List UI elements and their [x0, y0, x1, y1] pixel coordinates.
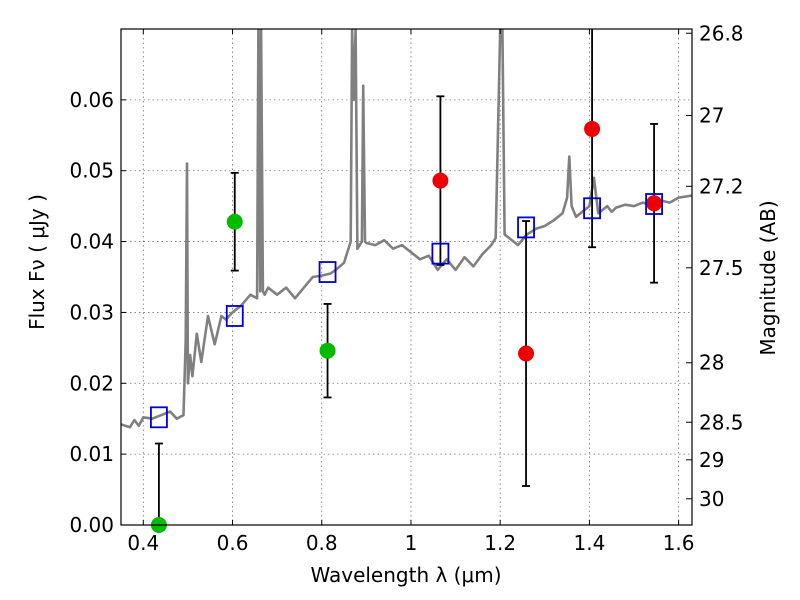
right-tick-label: 29 [699, 448, 724, 472]
y-axis-title: Flux Fν ( μJy ) [25, 194, 49, 330]
x-tick-label: 1 [405, 531, 418, 555]
y-tick-label: 0.04 [69, 230, 114, 254]
spectrum-layer [121, 29, 692, 429]
y-tick-label: 0.06 [69, 88, 114, 112]
right-tick-label: 27 [699, 103, 724, 127]
y-axis-title-right: Magnitude (AB) [756, 200, 780, 355]
x-tick-label: 1.6 [663, 531, 695, 555]
x-tick-label: 0.4 [127, 531, 159, 555]
model-photometry-point [431, 242, 450, 265]
model-photometry-point [150, 406, 168, 429]
model-photometry-point [645, 193, 663, 215]
x-tick-label: 1.2 [484, 531, 516, 555]
grid-layer [121, 29, 692, 526]
right-tick-label: 28 [699, 351, 724, 375]
right-tick-label: 27.5 [699, 256, 744, 280]
x-tick-label: 0.8 [306, 531, 338, 555]
red-data-point [646, 195, 663, 212]
red-data-point [432, 172, 449, 189]
red-data-point [584, 120, 601, 137]
right-tick-label: 27.2 [699, 174, 744, 198]
y-tick-label: 0.03 [69, 300, 114, 324]
right-tick-label: 28.5 [699, 410, 744, 434]
x-tick-label: 1.4 [573, 531, 605, 555]
y-tick-label: 0.01 [69, 442, 114, 466]
red-data-point [518, 345, 535, 362]
spectrum-line [121, 29, 692, 429]
model-photometry-point [225, 305, 244, 327]
right-tick-label: 26.8 [699, 21, 744, 45]
tick-layer: 0.4 0.6 0.8 1 1.2 1.4 1.6 0.00 0.01 0.02 0.03 0.04 0… [69, 21, 743, 555]
y-tick-label: 0.02 [69, 371, 114, 395]
green-data-point [226, 213, 243, 230]
model-photometry-point [517, 216, 535, 239]
x-tick-label: 0.6 [217, 531, 249, 555]
marker-layer [150, 120, 663, 533]
x-axis-title: Wavelength λ (μm) [310, 563, 501, 587]
green-data-point [319, 342, 336, 359]
plot-frame [120, 28, 693, 526]
model-photometry-point [318, 261, 337, 283]
y-tick-label: 0.00 [69, 513, 114, 537]
errorbar-layer [154, 29, 659, 525]
right-tick-label: 30 [699, 487, 724, 511]
model-photometry-point [583, 197, 601, 220]
y-tick-label: 0.05 [69, 159, 114, 183]
